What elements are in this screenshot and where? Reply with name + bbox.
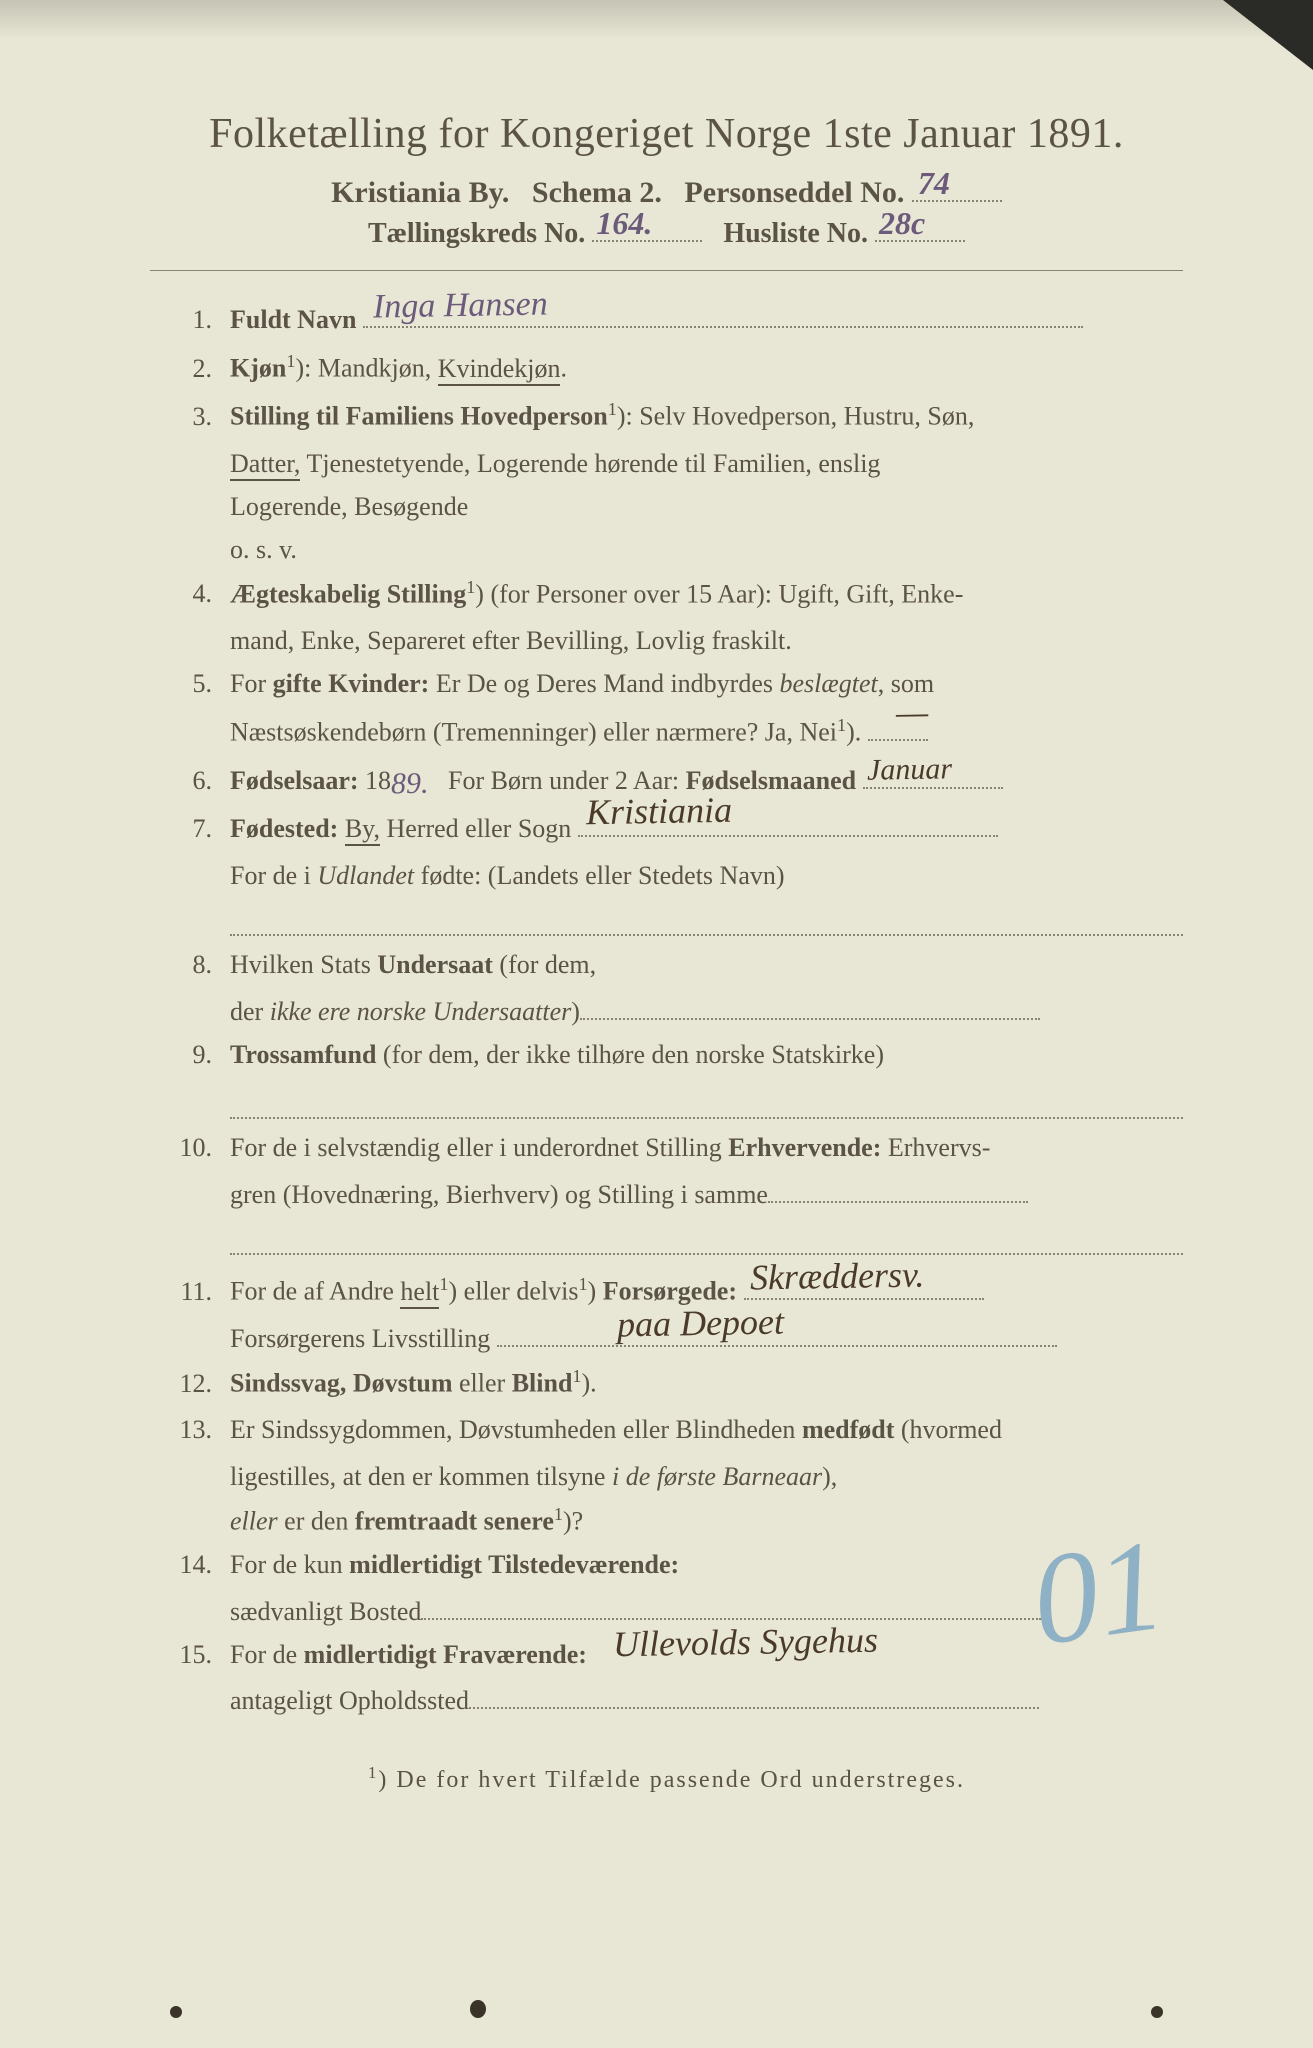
field-13-cont: ligestilles, at den er kommen tilsyne i … bbox=[150, 1456, 1183, 1543]
num-15: 15. bbox=[150, 1634, 230, 1677]
title-sub2: Tællingskreds No. 164. Husliste No. 28c bbox=[150, 218, 1183, 250]
label-birthyear: Fødselsaar: bbox=[230, 766, 359, 795]
form-header: Folketælling for Kongeriget Norge 1ste J… bbox=[90, 110, 1243, 250]
sex-options: ): Mandkjøn, bbox=[295, 354, 431, 383]
num-13: 13. bbox=[150, 1409, 230, 1452]
value-provider-2: paa Depoet bbox=[616, 1292, 784, 1354]
field-1: 1. Fuldt Navn Inga Hansen bbox=[150, 299, 1183, 342]
num-3: 3. bbox=[150, 396, 230, 439]
value-related: — bbox=[895, 683, 928, 743]
value-name: Inga Hansen bbox=[372, 276, 548, 335]
footnote: 1) De for hvert Tilfælde passende Ord un… bbox=[90, 1763, 1243, 1794]
label-name: Fuldt Navn bbox=[230, 305, 356, 334]
field-4-cont: mand, Enke, Separeret efter Bevilling, L… bbox=[150, 620, 1183, 663]
ink-spot bbox=[1151, 2006, 1163, 2018]
field-5: 5. For gifte Kvinder: Er De og Deres Man… bbox=[150, 663, 1183, 706]
divider bbox=[150, 270, 1183, 271]
slip-no: 74 bbox=[918, 165, 950, 202]
shadow bbox=[0, 0, 1313, 40]
field-8-cont: der ikke ere norske Undersaatter) bbox=[150, 991, 1183, 1034]
relation-selected: Datter, bbox=[230, 449, 300, 481]
label-marital: Ægteskabelig Stilling bbox=[230, 579, 466, 608]
field-8: 8. Hvilken Stats Undersaat (for dem, bbox=[150, 944, 1183, 987]
num-5: 5. bbox=[150, 663, 230, 706]
value-year: 89. bbox=[391, 758, 429, 808]
num-1: 1. bbox=[150, 299, 230, 342]
field-3-cont: Datter, Tjenestetyende, Logerende hørend… bbox=[150, 443, 1183, 572]
num-14: 14. bbox=[150, 1544, 230, 1587]
num-10: 10. bbox=[150, 1127, 230, 1170]
title-sub: Kristiania By. Schema 2. Personseddel No… bbox=[150, 176, 1183, 210]
num-12: 12. bbox=[150, 1363, 230, 1406]
value-month: Januar bbox=[866, 744, 952, 795]
blank-line bbox=[230, 1081, 1183, 1119]
ink-spot bbox=[170, 2006, 182, 2018]
slip-label: Personseddel No. bbox=[684, 176, 904, 209]
value-whereabouts: Ullevolds Sygehus bbox=[613, 1611, 879, 1675]
label-religion: Trossamfund bbox=[230, 1040, 376, 1069]
field-14: 14. For de kun midlertidigt Tilstedevære… bbox=[150, 1544, 1183, 1587]
field-5-cont: Næstsøskendebørn (Tremenninger) eller næ… bbox=[150, 710, 1183, 755]
field-9: 9. Trossamfund (for dem, der ikke tilhør… bbox=[150, 1034, 1183, 1077]
field-15: 15. For de midlertidigt Fraværende: Ulle… bbox=[150, 1634, 1183, 1677]
num-2: 2. bbox=[150, 348, 230, 391]
sex-selected: Kvindekjøn bbox=[438, 354, 561, 386]
field-3: 3. Stilling til Familiens Hovedperson1):… bbox=[150, 394, 1183, 439]
field-2: 2. Kjøn1): Mandkjøn, Kvindekjøn. bbox=[150, 346, 1183, 391]
field-10: 10. For de i selvstændig eller i underor… bbox=[150, 1127, 1183, 1170]
field-12: 12. Sindssvag, Døvstum eller Blind1). bbox=[150, 1361, 1183, 1406]
label-birthplace: Fødested: bbox=[230, 814, 338, 843]
field-11-cont: Forsørgerens Livsstilling paa Depoet bbox=[150, 1318, 1183, 1361]
title-main: Folketælling for Kongeriget Norge 1ste J… bbox=[150, 110, 1183, 158]
census-form-page: Folketælling for Kongeriget Norge 1ste J… bbox=[0, 0, 1313, 2048]
list-label: Husliste No. bbox=[723, 218, 868, 249]
value-birthplace: Kristiania bbox=[585, 780, 732, 842]
list-no: 28c bbox=[879, 205, 925, 242]
city: Kristiania By. bbox=[331, 176, 509, 209]
field-7: 7. Fødested: By, Herred eller Sogn Krist… bbox=[150, 808, 1183, 851]
field-13: 13. Er Sindssygdommen, Døvstumheden elle… bbox=[150, 1409, 1183, 1452]
ink-spot bbox=[470, 2000, 486, 2018]
field-7-cont: For de i Udlandet fødte: (Landets eller … bbox=[150, 855, 1183, 936]
district-no: 164. bbox=[596, 205, 652, 242]
label-sex: Kjøn bbox=[230, 354, 286, 383]
district-label: Tællingskreds No. bbox=[368, 218, 585, 249]
blank-line bbox=[230, 898, 1183, 936]
field-10-cont: gren (Hovednæring, Bierhverv) og Stillin… bbox=[150, 1174, 1183, 1255]
page-corner bbox=[1223, 0, 1313, 70]
num-7: 7. bbox=[150, 808, 230, 851]
num-4: 4. bbox=[150, 573, 230, 616]
field-4: 4. Ægteskabelig Stilling1) (for Personer… bbox=[150, 572, 1183, 617]
num-6: 6. bbox=[150, 760, 230, 803]
num-8: 8. bbox=[150, 944, 230, 987]
form-body: 1. Fuldt Navn Inga Hansen 2. Kjøn1): Man… bbox=[90, 299, 1243, 1723]
field-15-cont: antageligt Opholdssted bbox=[150, 1680, 1183, 1723]
label-relation: Stilling til Familiens Hovedperson bbox=[230, 402, 608, 431]
blank-line bbox=[230, 1217, 1183, 1255]
num-11: 11. bbox=[150, 1271, 230, 1314]
num-9: 9. bbox=[150, 1034, 230, 1077]
